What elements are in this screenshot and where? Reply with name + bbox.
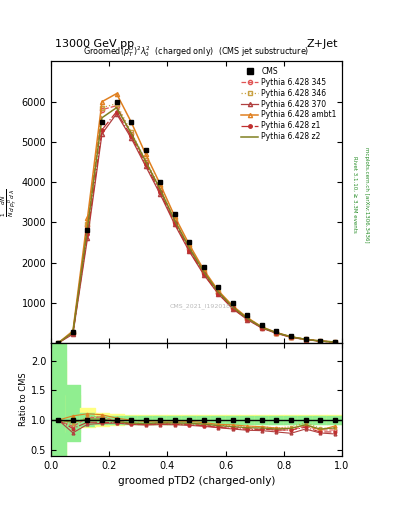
Text: 13000 GeV pp: 13000 GeV pp <box>55 38 134 49</box>
Text: mcplots.cern.ch [arXiv:1306.3436]: mcplots.cern.ch [arXiv:1306.3436] <box>364 147 369 242</box>
Text: Z+Jet: Z+Jet <box>307 38 338 49</box>
Y-axis label: Ratio to CMS: Ratio to CMS <box>19 373 28 426</box>
Text: CMS_2021_I1920187: CMS_2021_I1920187 <box>170 304 235 309</box>
Legend: CMS, Pythia 6.428 345, Pythia 6.428 346, Pythia 6.428 370, Pythia 6.428 ambt1, P: CMS, Pythia 6.428 345, Pythia 6.428 346,… <box>240 65 338 143</box>
X-axis label: groomed pTD2 (charged-only): groomed pTD2 (charged-only) <box>118 476 275 486</box>
Y-axis label: $\frac{1}{N}\frac{dN}{d\,p_T^D\,d\,\lambda}$: $\frac{1}{N}\frac{dN}{d\,p_T^D\,d\,\lamb… <box>0 188 19 217</box>
Text: Rivet 3.1.10, ≥ 3.3M events: Rivet 3.1.10, ≥ 3.3M events <box>352 156 357 233</box>
Text: Groomed$(p_T^D)^2\lambda_0^2$  (charged only)  (CMS jet substructure): Groomed$(p_T^D)^2\lambda_0^2$ (charged o… <box>83 44 310 58</box>
